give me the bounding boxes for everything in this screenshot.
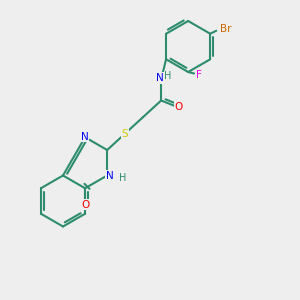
Text: F: F xyxy=(196,70,202,80)
Text: H: H xyxy=(164,71,172,81)
Text: O: O xyxy=(174,101,183,112)
Text: Br: Br xyxy=(220,24,231,34)
Text: N: N xyxy=(106,170,113,181)
Text: N: N xyxy=(156,73,164,83)
Text: S: S xyxy=(122,128,128,139)
Text: O: O xyxy=(81,200,89,210)
Text: H: H xyxy=(118,172,126,183)
Text: N: N xyxy=(81,132,89,142)
